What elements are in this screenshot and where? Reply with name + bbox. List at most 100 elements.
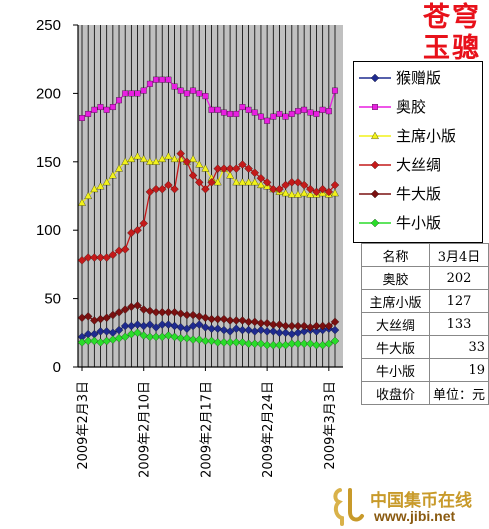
data-point [182, 334, 192, 343]
data-point [244, 339, 253, 348]
series-6 [77, 328, 340, 350]
data-point [151, 184, 161, 194]
y-tick-label: 250 [36, 17, 61, 34]
data-point [275, 340, 284, 350]
data-point [151, 332, 161, 342]
data-point [83, 253, 93, 262]
legend-swatch-marker [370, 160, 380, 170]
table-footer-unit: 单位：元 [428, 381, 489, 405]
data-point [256, 319, 266, 328]
data-point [227, 110, 234, 117]
data-point [195, 312, 204, 321]
x-tick-label: 2009年3月3日 [323, 381, 338, 470]
x-tick-label: 2009年2月17日 [199, 381, 214, 478]
data-point [133, 328, 142, 338]
data-point [164, 308, 173, 317]
data-point [238, 160, 247, 169]
table-row: 主席小版 127 [361, 289, 489, 313]
data-point [226, 171, 234, 179]
series-1 [77, 320, 340, 342]
data-point [319, 106, 326, 113]
table-cell-price: 127 [428, 289, 489, 313]
data-point [176, 149, 185, 158]
y-tick-label: 200 [36, 85, 61, 102]
data-point [324, 187, 334, 197]
data-point [83, 312, 93, 321]
data-point [269, 184, 278, 194]
data-point [219, 314, 229, 324]
data-point [293, 321, 303, 331]
data-point [145, 320, 155, 329]
legend-label: 大丝绸 [396, 156, 442, 174]
table-header-date: 3月4日 [428, 243, 489, 267]
data-point [176, 323, 185, 332]
data-point [225, 164, 235, 173]
data-point [188, 335, 198, 344]
data-point [165, 76, 172, 83]
data-point [262, 319, 272, 328]
data-point [153, 76, 159, 83]
data-point [108, 310, 118, 320]
data-point [318, 184, 327, 194]
axes [73, 24, 343, 371]
data-point [238, 316, 247, 325]
legend: 猴赠版 奥胶 主席小版 大丝绸 牛大版 牛小版 [353, 61, 483, 243]
closing-price-table: 名称 3月4日 奥胶 202 主席小版 127 大丝绸 133 牛大版 33 牛… [361, 243, 489, 405]
data-point [171, 83, 178, 90]
legend-item: 奥胶 [354, 95, 482, 119]
data-point [182, 310, 192, 320]
data-point [269, 340, 278, 350]
data-point [275, 184, 284, 194]
data-point [232, 338, 241, 347]
data-point [120, 245, 130, 254]
series-5 [77, 301, 340, 332]
data-point [133, 301, 142, 310]
data-point [293, 339, 303, 348]
data-point [318, 321, 327, 331]
data-point [158, 154, 167, 163]
data-point [299, 180, 309, 190]
series-4 [77, 149, 340, 265]
data-point [127, 228, 136, 238]
data-series [77, 76, 340, 350]
data-point [133, 152, 142, 160]
data-point [164, 320, 173, 329]
legend-item: 牛小版 [354, 211, 482, 235]
data-point [256, 339, 266, 348]
data-point [159, 76, 166, 83]
data-point [244, 325, 253, 335]
data-point [287, 339, 297, 348]
data-point [151, 323, 161, 332]
legend-swatch-marker [370, 189, 380, 199]
data-point [201, 164, 210, 172]
data-point [330, 336, 340, 346]
data-point [244, 164, 253, 173]
y-tick-label: 50 [44, 291, 61, 308]
table-header-row: 名称 3月4日 [361, 243, 489, 267]
data-point [96, 182, 105, 190]
data-point [300, 188, 308, 197]
data-point [207, 314, 216, 324]
data-point [330, 325, 340, 335]
data-point [201, 184, 210, 194]
data-point [251, 109, 258, 116]
table-row: 奥胶 202 [361, 266, 489, 290]
data-point [102, 313, 111, 322]
data-point [133, 225, 142, 235]
data-point [109, 171, 117, 179]
data-point [84, 191, 93, 199]
data-point [307, 109, 314, 116]
x-tick-label: 2009年2月24日 [261, 381, 276, 478]
data-point [232, 316, 241, 325]
data-point [219, 338, 229, 347]
legend-item: 主席小版 [354, 124, 482, 148]
data-point [287, 321, 297, 331]
data-point [90, 184, 99, 193]
data-point [262, 327, 272, 336]
data-point [164, 331, 173, 340]
series-2 [79, 76, 338, 124]
table-cell-name: 主席小版 [361, 289, 430, 313]
legend-swatch-marker [370, 73, 380, 83]
data-point [312, 340, 321, 350]
